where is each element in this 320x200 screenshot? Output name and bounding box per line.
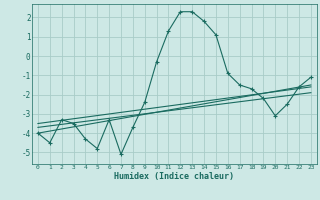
X-axis label: Humidex (Indice chaleur): Humidex (Indice chaleur) <box>115 172 234 181</box>
